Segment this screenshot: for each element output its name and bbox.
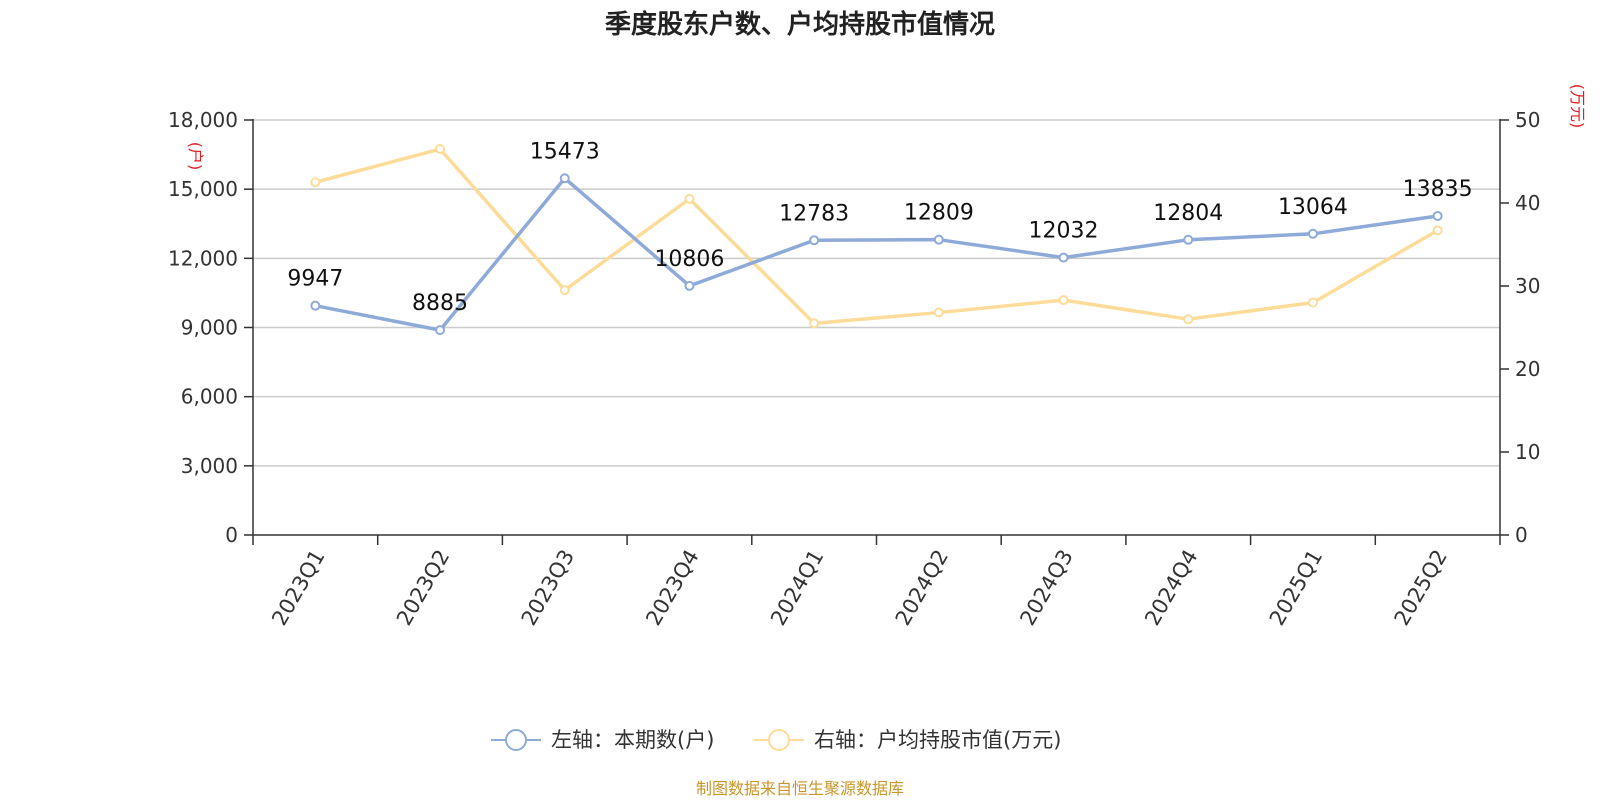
left-axis-tick-label: 3,000 [181,454,238,478]
data-label: 12032 [1029,219,1099,244]
left-series-point[interactable] [809,235,820,246]
legend-label-right-series: 右轴：户均持股市值(万元) [814,728,1061,752]
right-series-point[interactable] [310,177,321,188]
legend-marker-right-series [768,729,790,751]
x-axis-tick-label: 2024Q3 [1015,546,1077,630]
data-label: 12809 [904,201,974,226]
right-axis-unit: (万元) [1568,84,1587,129]
left-series-point[interactable] [684,280,695,291]
right-series-point[interactable] [559,285,570,296]
legend-item-left-series[interactable]: 左轴：本期数(户) [491,728,714,752]
right-axis-tick-label: 30 [1515,274,1540,298]
right-series-point[interactable] [1432,225,1443,236]
x-axis-tick-label: 2024Q2 [891,546,953,630]
data-label: 12783 [779,201,849,226]
left-series-point[interactable] [559,173,570,184]
left-axis-tick-label: 0 [225,523,238,547]
axes: 0 3,000 6,000 9,000 12,000 15,000 18,000 0 10 20 3… [168,108,1540,630]
x-axis-tick-label: 2023Q3 [517,546,579,630]
data-label: 13064 [1278,195,1348,220]
left-axis-tick-label: 9,000 [181,316,238,340]
right-axis-tick-label: 20 [1515,357,1540,381]
right-series-point[interactable] [1183,314,1194,325]
legend[interactable]: 左轴：本期数(户) 右轴：户均持股市值(万元) [491,728,1061,752]
right-series-point[interactable] [809,318,820,329]
right-axis-tick-label: 50 [1515,108,1540,132]
right-series-point[interactable] [435,144,446,155]
source-note: 制图数据来自恒生聚源数据库 [696,779,904,798]
left-series-point[interactable] [933,234,944,245]
left-series-point[interactable] [1307,228,1318,239]
left-series-point[interactable] [1432,211,1443,222]
data-label: 12804 [1153,201,1223,226]
right-series-point[interactable] [933,307,944,318]
x-axis-tick-label: 2024Q4 [1140,546,1202,630]
right-series-point[interactable] [1307,297,1318,308]
data-label: 9947 [287,267,343,292]
data-label: 8885 [412,291,468,316]
x-axis-tick-label: 2024Q1 [766,546,828,630]
data-label: 10806 [654,247,724,272]
right-series-point[interactable] [1058,295,1069,306]
left-series-point[interactable] [310,300,321,311]
left-axis-tick-label: 12,000 [168,246,238,270]
left-series-point[interactable] [1058,252,1069,263]
x-axis-tick-label: 2023Q2 [392,546,454,630]
legend-marker-left-series [505,729,527,751]
x-axis-tick-label: 2023Q4 [641,546,703,630]
left-axis-tick-label: 6,000 [181,385,238,409]
gridlines [253,119,1500,467]
left-axis-tick-label: 15,000 [168,177,238,201]
left-series-point[interactable] [1183,234,1194,245]
series [310,144,1443,336]
chart-title: 季度股东户数、户均持股市值情况 [605,9,995,40]
data-label: 13835 [1403,177,1473,202]
x-axis-tick-label: 2025Q2 [1390,546,1452,630]
right-axis-tick-label: 40 [1515,191,1540,215]
right-axis-tick-label: 10 [1515,440,1540,464]
data-label: 15473 [530,139,600,164]
right-series-line [314,147,1439,326]
right-axis-tick-label: 0 [1515,523,1528,547]
left-series-point[interactable] [435,325,446,336]
data-labels: 9947 8885 15473 10806 12783 12809 12032 12804 13… [287,139,1472,316]
left-axis-unit: (户) [186,142,205,171]
legend-label-left-series: 左轴：本期数(户) [551,728,714,752]
legend-item-right-series[interactable]: 右轴：户均持股市值(万元) [754,728,1061,752]
left-axis-tick-label: 18,000 [168,108,238,132]
right-series-point[interactable] [684,193,695,204]
left-series-line [315,176,1438,332]
x-axis-tick-label: 2023Q1 [267,546,329,630]
x-axis-tick-label: 2025Q1 [1265,546,1327,630]
